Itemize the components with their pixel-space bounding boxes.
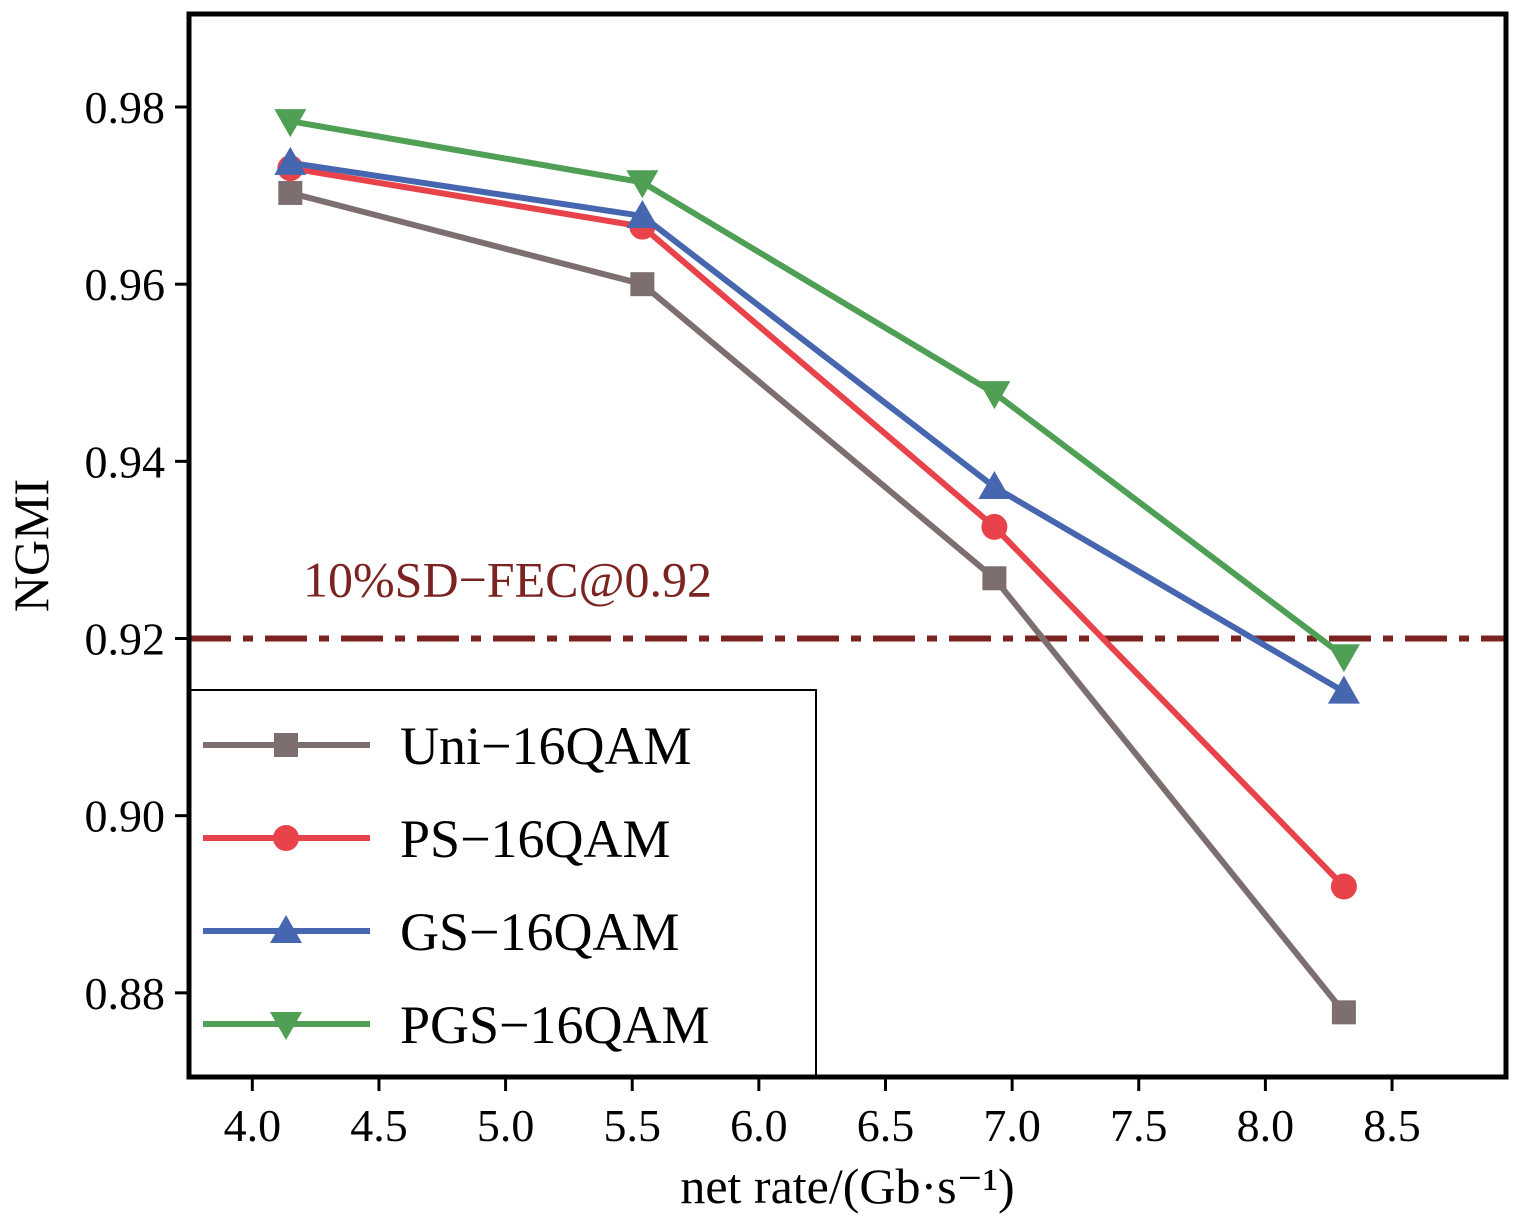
series-1 xyxy=(278,180,1356,1025)
y-tick-label-6: 0.98 xyxy=(85,82,166,133)
data-point-1-3 xyxy=(982,566,1007,591)
data-point-4-3 xyxy=(978,381,1011,410)
x-tick-label-6: 6.5 xyxy=(857,1100,915,1151)
legend-label-3: GS−16QAM xyxy=(400,902,680,962)
x-tick-label-1: 4.0 xyxy=(224,1100,282,1151)
x-tick-label-10: 8.5 xyxy=(1363,1100,1421,1151)
series-line-2 xyxy=(289,165,1347,889)
x-tick-label-2: 4.5 xyxy=(350,1100,408,1151)
data-point-4-2 xyxy=(626,170,659,199)
data-point-2-4 xyxy=(1330,873,1357,900)
data-point-2-3 xyxy=(981,513,1008,540)
y-tick-label-1: 0.88 xyxy=(85,968,166,1019)
legend: Uni−16QAM PS−16QAM GS−16QAM PGS−16QAM xyxy=(188,689,817,1078)
y-tick-label-3: 0.92 xyxy=(85,614,166,665)
legend-marker-4 xyxy=(270,1012,302,1040)
series-3 xyxy=(274,146,1360,704)
legend-label-2: PS−16QAM xyxy=(400,809,671,869)
data-point-3-2 xyxy=(626,199,659,228)
y-axis-title: NGMI xyxy=(3,479,59,612)
y-axis: 0.88 0.90 0.92 0.94 0.96 0.98 xyxy=(85,82,189,1019)
data-point-3-1 xyxy=(274,146,307,175)
x-tick-label-4: 5.5 xyxy=(603,1100,661,1151)
y-tick-label-2: 0.90 xyxy=(85,791,166,842)
y-tick-label-5: 0.96 xyxy=(85,259,166,310)
series-group xyxy=(274,109,1360,1025)
x-axis-title: net rate/(Gb·s⁻¹) xyxy=(680,1158,1014,1214)
data-point-3-3 xyxy=(978,471,1011,500)
legend-marker-2 xyxy=(273,825,299,851)
data-point-3-4 xyxy=(1327,675,1360,704)
x-tick-label-8: 7.5 xyxy=(1110,1100,1168,1151)
threshold-label: 10%SD−FEC@0.92 xyxy=(303,552,712,608)
data-point-4-1 xyxy=(274,109,307,138)
series-line-4 xyxy=(289,118,1346,659)
series-4 xyxy=(274,109,1360,673)
y-tick-label-4: 0.94 xyxy=(85,436,166,487)
x-tick-label-3: 5.0 xyxy=(477,1100,535,1151)
data-point-1-1 xyxy=(278,180,303,205)
x-tick-label-7: 7.0 xyxy=(983,1100,1041,1151)
plot-frame xyxy=(186,11,1509,1080)
x-tick-label-5: 6.0 xyxy=(730,1100,788,1151)
legend-label-1: Uni−16QAM xyxy=(400,716,691,776)
x-axis: 4.0 4.5 5.0 5.5 6.0 6.5 7.0 7.5 8.0 8.5 xyxy=(224,1077,1421,1151)
x-tick-label-9: 8.0 xyxy=(1237,1100,1295,1151)
series-line-3 xyxy=(289,159,1346,695)
data-point-1-2 xyxy=(630,272,655,297)
legend-marker-1 xyxy=(274,733,298,757)
series-line-1 xyxy=(289,190,1347,1015)
legend-label-4: PGS−16QAM xyxy=(400,995,710,1055)
data-point-4-4 xyxy=(1327,644,1360,673)
legend-marker-3 xyxy=(270,915,302,943)
data-point-1-4 xyxy=(1331,1000,1356,1025)
